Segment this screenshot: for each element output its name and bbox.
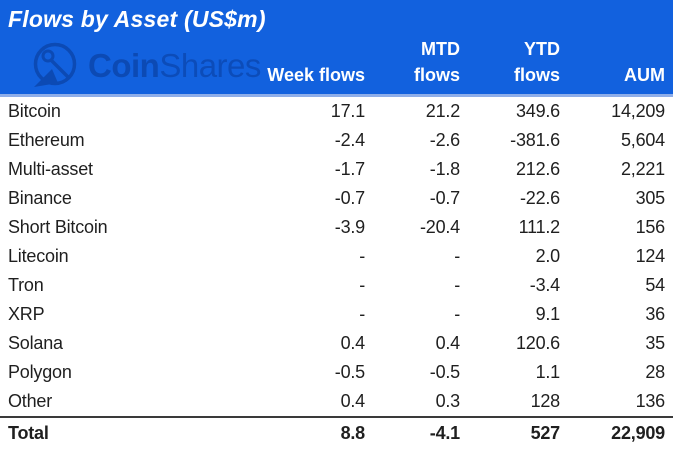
asset-label: Bitcoin — [8, 101, 61, 121]
ytd-flow-value: 128 — [530, 391, 560, 411]
week-flow-value: -0.7 — [334, 188, 365, 208]
mtd-flow-value: -0.5 — [429, 362, 460, 382]
aum-value: 305 — [635, 188, 666, 208]
table-row: Other 0.4 0.3 128 136 — [0, 387, 673, 417]
ytd-flow-value: -381.6 — [510, 130, 560, 150]
aum-value: 124 — [635, 246, 666, 266]
table-row: Bitcoin 17.1 21.2 349.6 14,209 — [0, 97, 673, 126]
aum-value: 136 — [635, 391, 666, 411]
ytd-flow-value: -22.6 — [519, 188, 560, 208]
total-label: Total — [0, 416, 182, 449]
col-header-aum: AUM — [624, 65, 665, 85]
asset-label: XRP — [8, 304, 45, 324]
aum-value: 14,209 — [611, 101, 665, 121]
week-flow-value: -1.7 — [334, 159, 365, 179]
table-row: Tron - - -3.4 54 — [0, 271, 673, 300]
coinshares-wordmark: CoinShares — [88, 47, 261, 85]
total-row: Total 8.8 -4.1 527 22,909 — [0, 416, 673, 449]
asset-label: Polygon — [8, 362, 72, 382]
asset-label: Other — [8, 391, 53, 411]
aum-value: 5,604 — [620, 130, 665, 150]
ytd-flow-value: -3.4 — [529, 275, 560, 295]
week-flow-value: 0.4 — [340, 391, 365, 411]
ytd-flow-value: 111.2 — [518, 217, 560, 237]
ytd-flow-value: 1.1 — [535, 362, 560, 382]
col-header-week-flows: Week flows — [267, 65, 365, 85]
table-row: Litecoin - - 2.0 124 — [0, 242, 673, 271]
total-mtd-flow-value: -4.1 — [365, 416, 460, 449]
asset-label: Binance — [8, 188, 72, 208]
asset-label: Tron — [8, 275, 44, 295]
logo-text-shares: Shares — [159, 47, 261, 84]
table-row: Multi-asset -1.7 -1.8 212.6 2,221 — [0, 155, 673, 184]
asset-label: Short Bitcoin — [8, 217, 108, 237]
asset-label: Litecoin — [8, 246, 69, 266]
mtd-flow-value: - — [454, 304, 460, 324]
ytd-flow-value: 349.6 — [515, 101, 560, 121]
week-flow-value: 17.1 — [330, 101, 365, 121]
week-flow-value: - — [359, 304, 365, 324]
total-ytd-flow-value: 527 — [460, 416, 560, 449]
week-flow-value: 0.4 — [340, 333, 365, 353]
flows-table: Bitcoin 17.1 21.2 349.6 14,209 Ethereum … — [0, 97, 673, 449]
mtd-flow-value: -2.6 — [429, 130, 460, 150]
asset-label: Multi-asset — [8, 159, 93, 179]
aum-value: 54 — [645, 275, 665, 295]
table-row: Solana 0.4 0.4 120.6 35 — [0, 329, 673, 358]
table-row: Polygon -0.5 -0.5 1.1 28 — [0, 358, 673, 387]
ytd-flow-value: 120.6 — [515, 333, 560, 353]
week-flow-value: - — [359, 275, 365, 295]
page-title: Flows by Asset (US$m) — [8, 6, 266, 32]
aum-value: 2,221 — [620, 159, 665, 179]
aum-value: 156 — [635, 217, 666, 237]
table-row: Short Bitcoin -3.9 -20.4 111.2 156 — [0, 213, 673, 242]
mtd-flow-value: - — [454, 246, 460, 266]
week-flow-value: -0.5 — [334, 362, 365, 382]
aum-value: 36 — [645, 304, 665, 324]
mtd-flow-value: 0.4 — [435, 333, 460, 353]
ytd-flow-value: 2.0 — [535, 246, 560, 266]
mtd-flow-value: 21.2 — [425, 101, 460, 121]
asset-label: Ethereum — [8, 130, 85, 150]
week-flow-value: -2.4 — [334, 130, 365, 150]
report-header: Flows by Asset (US$m) CoinShares Week fl… — [0, 0, 673, 97]
coinshares-logo: CoinShares — [28, 41, 261, 91]
logo-text-coin: Coin — [88, 47, 160, 84]
total-aum-value: 22,909 — [560, 416, 673, 449]
table-row: Ethereum -2.4 -2.6 -381.6 5,604 — [0, 126, 673, 155]
week-flow-value: - — [359, 246, 365, 266]
mtd-flow-value: -20.4 — [419, 217, 460, 237]
week-flow-value: -3.9 — [334, 217, 365, 237]
aum-value: 35 — [645, 333, 665, 353]
mtd-flow-value: - — [454, 275, 460, 295]
aum-value: 28 — [645, 362, 665, 382]
ytd-flow-value: 212.6 — [515, 159, 560, 179]
table-row: XRP - - 9.1 36 — [0, 300, 673, 329]
col-header-mtd-flows: MTD flows — [413, 39, 460, 85]
ytd-flow-value: 9.1 — [535, 304, 560, 324]
asset-label: Solana — [8, 333, 63, 353]
coinshares-astronaut-icon — [33, 42, 77, 87]
total-week-flow-value: 8.8 — [182, 416, 365, 449]
mtd-flow-value: 0.3 — [435, 391, 460, 411]
mtd-flow-value: -1.8 — [429, 159, 460, 179]
table-row: Binance -0.7 -0.7 -22.6 305 — [0, 184, 673, 213]
mtd-flow-value: -0.7 — [429, 188, 460, 208]
col-header-ytd-flows: YTD flows — [513, 39, 560, 85]
